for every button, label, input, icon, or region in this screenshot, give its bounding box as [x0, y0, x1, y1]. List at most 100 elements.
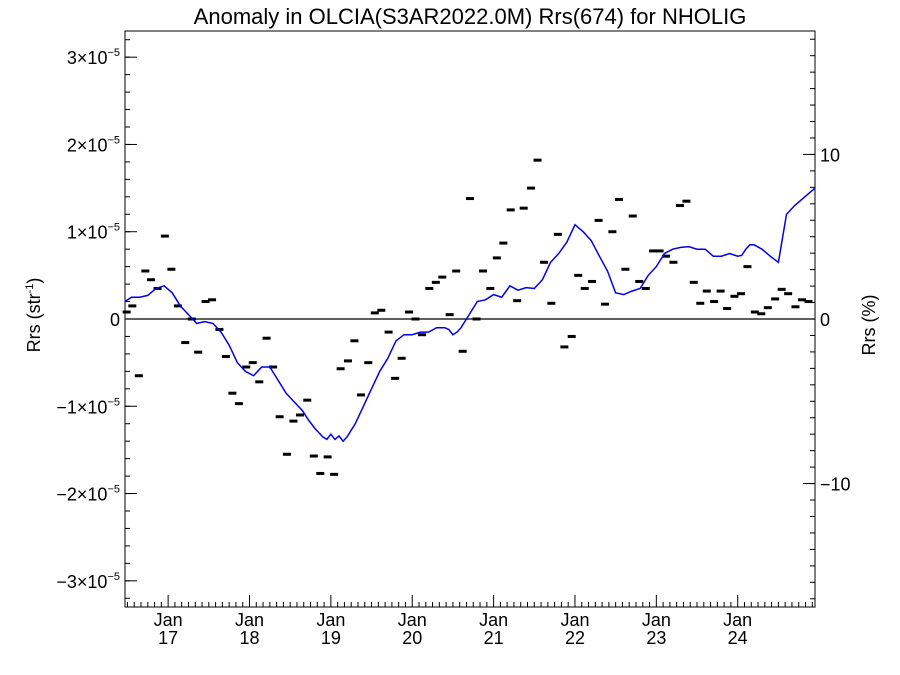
anomaly-marker — [397, 356, 406, 360]
anomaly-marker — [527, 186, 536, 190]
anomaly-marker — [438, 275, 447, 279]
y-right-tick-label: −10 — [820, 475, 851, 495]
x-tick-month-label: Jan — [235, 610, 264, 630]
anomaly-marker — [458, 349, 467, 353]
anomaly-marker — [425, 286, 434, 290]
y-right-tick-label: 0 — [820, 310, 830, 330]
x-tick-year-label: 21 — [484, 628, 504, 648]
anomaly-marker — [221, 355, 230, 359]
anomaly-marker — [804, 300, 813, 304]
anomaly-marker — [316, 471, 325, 475]
anomaly-marker — [411, 317, 420, 321]
anomaly-marker — [702, 289, 711, 293]
x-tick-year-label: 18 — [239, 628, 259, 648]
anomaly-marker — [336, 367, 345, 371]
anomaly-marker — [122, 310, 131, 314]
running-mean-line — [124, 187, 816, 443]
anomaly-marker — [689, 280, 698, 284]
anomaly-marker — [682, 199, 691, 203]
y-left-tick-label: −2×10−5 — [56, 484, 120, 505]
plot-area: 3×10−5 2×10−5 1×10−5 0 −1×10−5 −2×10−5 −3×10−5… — [56, 30, 851, 648]
x-tick-month-label: Jan — [479, 610, 508, 630]
anomaly-marker — [248, 361, 257, 365]
anomaly-marker — [540, 260, 549, 264]
anomaly-marker — [479, 269, 488, 273]
anomaly-marker — [750, 310, 759, 314]
anomaly-marker — [377, 308, 386, 312]
anomaly-marker — [323, 455, 332, 459]
anomaly-marker — [614, 197, 623, 201]
anomaly-marker — [466, 197, 474, 201]
x-tick-month-label: Jan — [154, 610, 183, 630]
anomaly-marker — [404, 310, 413, 314]
y-left-tick-label: 1×10−5 — [67, 222, 120, 243]
anomaly-marker — [608, 230, 617, 234]
anomaly-marker — [160, 234, 169, 238]
y-axis-left-label-sup: -1 — [24, 284, 36, 294]
anomaly-marker — [350, 339, 359, 343]
anomaly-marker — [343, 359, 352, 363]
anomaly-marker — [635, 279, 644, 283]
anomaly-marker — [417, 333, 426, 337]
anomaly-marker — [519, 206, 528, 210]
anomaly-marker — [547, 301, 556, 305]
y-left-tick-label: −1×10−5 — [56, 396, 120, 417]
anomaly-marker — [771, 297, 780, 301]
anomaly-marker — [784, 292, 793, 296]
y-left-tick-label: 2×10−5 — [67, 134, 120, 155]
anomaly-marker — [269, 365, 278, 369]
x-tick-month-label: Jan — [398, 610, 427, 630]
anomaly-marker — [141, 269, 150, 273]
x-tick-month-label: Jan — [723, 610, 752, 630]
y-axis-left-label-base: Rrs (str — [24, 293, 44, 352]
anomaly-marker — [303, 398, 312, 402]
anomaly-marker — [588, 279, 597, 283]
anomaly-marker — [553, 232, 562, 236]
anomaly-marker — [472, 317, 481, 321]
y-left-tick-label: −3×10−5 — [56, 571, 120, 592]
anomaly-marker — [208, 298, 217, 302]
anomaly-marker — [167, 267, 176, 271]
anomaly-marker — [330, 472, 339, 476]
anomaly-marker — [662, 254, 671, 258]
anomaly-marker — [201, 300, 210, 304]
anomaly-marker — [384, 330, 393, 334]
anomaly-marker — [289, 419, 298, 423]
anomaly-marker — [696, 301, 705, 305]
anomaly-marker — [641, 286, 650, 290]
anomaly-marker — [370, 311, 379, 315]
anomaly-marker — [228, 391, 237, 395]
anomaly-marker — [649, 249, 658, 253]
y-axis-right-label: Rrs (%) — [859, 295, 879, 356]
anomaly-marker — [560, 345, 569, 349]
x-tick-year-label: 24 — [728, 628, 748, 648]
anomaly-marker — [391, 376, 400, 380]
anomaly-marker — [181, 341, 190, 345]
x-tick-year-label: 23 — [646, 628, 666, 648]
anomaly-marker — [628, 214, 637, 218]
anomaly-marker — [743, 265, 752, 269]
anomaly-marker — [173, 304, 182, 308]
anomaly-marker — [445, 313, 454, 317]
anomaly-marker — [282, 452, 291, 456]
anomaly-marker — [580, 286, 589, 290]
left-tick-labels: 3×10−5 2×10−5 1×10−5 0 −1×10−5 −2×10−5 −3×10−5 — [56, 47, 120, 592]
y-axis-left-label-tail: ) — [24, 278, 44, 284]
anomaly-marker — [134, 374, 143, 378]
anomaly-marker — [763, 306, 772, 310]
anomaly-marker — [499, 241, 508, 245]
anomaly-marker — [194, 350, 203, 354]
anomaly-marker — [275, 415, 284, 419]
anomaly-marker — [533, 158, 542, 162]
anomaly-marker — [242, 365, 251, 369]
anomaly-marker — [356, 393, 365, 397]
anomaly-markers — [122, 158, 813, 476]
right-tick-labels: 10 0 −10 — [820, 145, 851, 494]
anomaly-marker — [574, 273, 583, 277]
x-tick-month-label: Jan — [560, 610, 589, 630]
anomaly-marker — [431, 280, 440, 284]
anomaly-marker — [601, 302, 610, 306]
anomaly-marker — [309, 454, 318, 458]
